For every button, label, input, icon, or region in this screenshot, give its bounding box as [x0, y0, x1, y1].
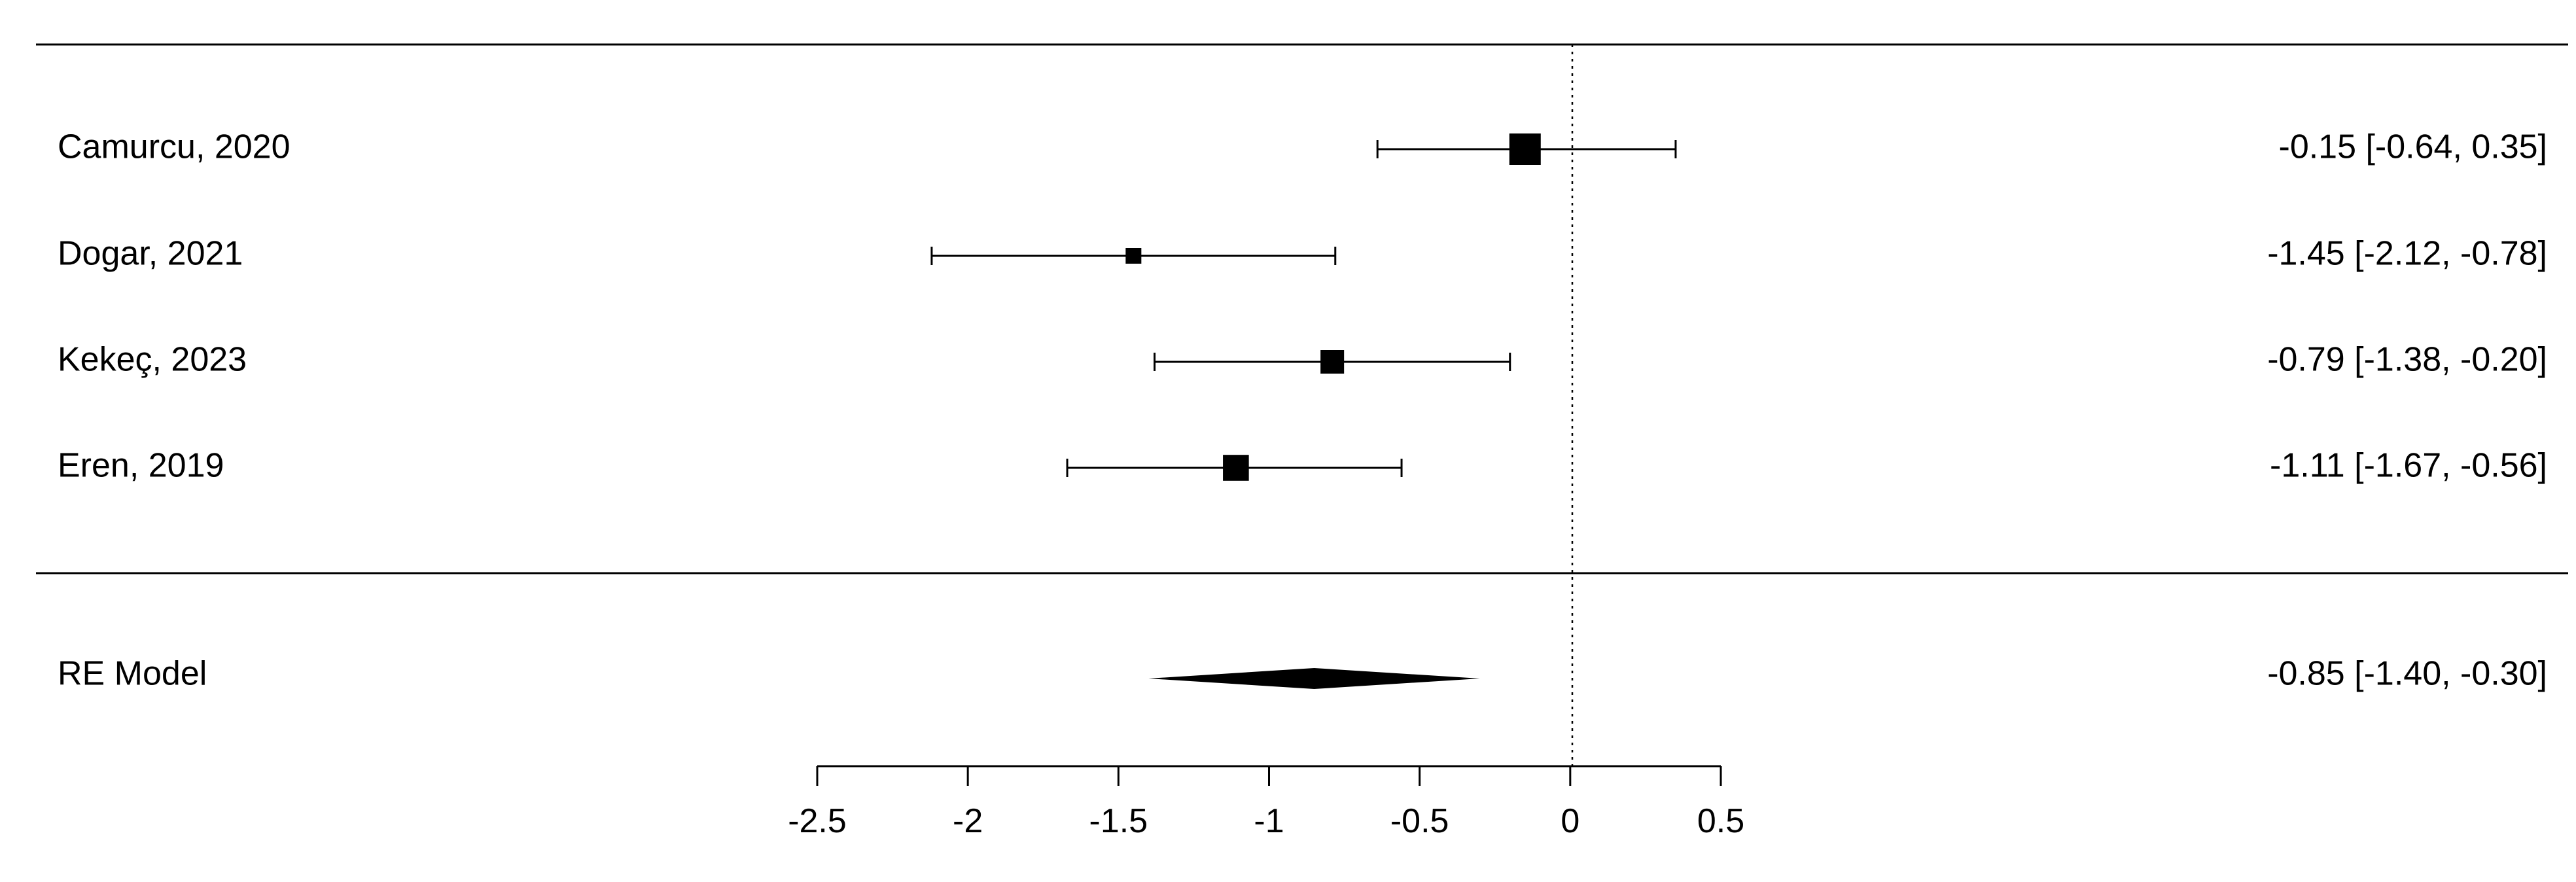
point-estimate-marker [1320, 350, 1345, 374]
x-tick-label: 0 [1561, 802, 1579, 840]
study-label: Dogar, 2021 [58, 235, 243, 273]
study-ci-text: -0.79 [-1.38, -0.20] [2267, 341, 2547, 379]
study-ci-text: -1.11 [-1.67, -0.56] [2270, 447, 2547, 485]
x-tick-label: -2 [953, 802, 983, 840]
point-estimate-marker [1509, 133, 1541, 165]
study-label: Kekeç, 2023 [58, 341, 247, 379]
summary-ci-text: -0.85 [-1.40, -0.30] [2267, 655, 2547, 693]
summary-label: RE Model [58, 655, 207, 693]
x-tick-label: -2.5 [788, 802, 847, 840]
point-estimate-marker [1223, 455, 1249, 481]
study-row: Kekeç, 2023 -0.79 [-1.38, -0.20] [58, 341, 2547, 379]
study-rows: Camurcu, 2020 -0.15 [-0.64, 0.35] Dogar, 2… [58, 128, 2547, 485]
x-tick-label: -0.5 [1390, 802, 1449, 840]
study-ci-text: -0.15 [-0.64, 0.35] [2279, 128, 2548, 166]
summary-diamond [1148, 668, 1480, 689]
x-tick-label: -1 [1254, 802, 1284, 840]
x-tick-label: -1.5 [1089, 802, 1148, 840]
summary-row: RE Model -0.85 [-1.40, -0.30] [58, 655, 2547, 693]
x-axis: -2.5 -2 -1.5 -1 -0.5 0 0.5 [788, 765, 1744, 840]
study-row: Dogar, 2021 -1.45 [-2.12, -0.78] [58, 235, 2547, 273]
study-label: Eren, 2019 [58, 447, 224, 485]
x-tick-label: 0.5 [1697, 802, 1744, 840]
study-row: Camurcu, 2020 -0.15 [-0.64, 0.35] [58, 128, 2547, 166]
study-label: Camurcu, 2020 [58, 128, 291, 166]
study-ci-text: -1.45 [-2.12, -0.78] [2267, 235, 2547, 273]
study-row: Eren, 2019 -1.11 [-1.67, -0.56] [58, 447, 2547, 485]
point-estimate-marker [1125, 248, 1142, 264]
